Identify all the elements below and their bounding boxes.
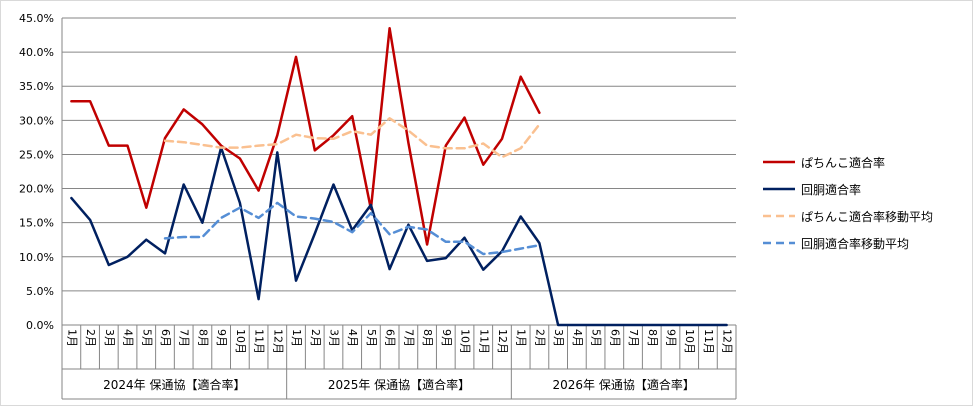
x-group-label: 2024年 保通協【適合率】 [103,377,245,392]
x-tick-label: 7月 [402,329,415,347]
x-tick-label: 12月 [271,329,284,354]
y-tick-label: 15.0% [19,217,54,230]
x-tick-label: 4月 [346,329,359,347]
legend-label: ぱちんこ適合率移動平均 [801,209,933,224]
y-tick-label: 40.0% [19,46,54,59]
x-tick-label: 7月 [627,329,640,347]
x-tick-label: 10月 [234,329,247,354]
x-tick-label: 2月 [309,329,322,347]
y-tick-label: 45.0% [19,12,54,25]
series-lines [70,26,728,327]
x-tick-label: 3月 [327,329,340,347]
x-tick-label: 1月 [515,329,528,347]
series-line-1 [70,26,541,246]
x-tick-label: 10月 [683,329,696,354]
x-tick-label: 11月 [477,329,490,354]
x-group-label: 2025年 保通協【適合率】 [328,377,470,392]
x-tick-label: 4月 [122,329,135,347]
x-tick-label: 11月 [702,329,715,354]
y-axis: 0.0% 5.0% 10.0% 15.0% 20.0% 25.0% 30.0% 35.0% 40… [19,12,63,332]
x-tick-label: 8月 [196,329,209,347]
y-tick-label: 25.0% [19,148,54,161]
x-tick-label: 5月 [590,329,603,347]
x-tick-label: 8月 [421,329,434,347]
x-group-label: 2026年 保通協【適合率】 [552,377,694,392]
x-axis: 1月 2月 3月 4月 5月 6月 7月 8月 9月 10月 11月 12月 1月 2月 3月 4月 5月 6月 7… [61,325,737,400]
x-tick-label: 6月 [384,329,397,347]
series-line-3 [163,117,541,159]
x-tick-label: 5月 [140,329,153,347]
legend-label: 回胴適合率 [801,182,861,197]
x-tick-label: 12月 [496,329,509,354]
x-tick-label: 1月 [65,329,78,347]
x-tick-label: 2月 [84,329,97,347]
series-line-4 [163,201,541,256]
y-tick-label: 10.0% [19,251,54,264]
y-tick-label: 35.0% [19,80,54,93]
x-tick-label: 2月 [533,329,546,347]
x-tick-label: 1月 [290,329,303,347]
x-tick-label: 4月 [571,329,584,347]
x-tick-label: 10月 [459,329,472,354]
x-tick-label: 11月 [253,329,266,354]
x-tick-label: 5月 [365,329,378,347]
legend-label: 回胴適合率移動平均 [801,236,909,251]
x-tick-label: 6月 [159,329,172,347]
series-line-2 [70,146,728,327]
gridlines [62,17,736,326]
x-tick-label: 8月 [646,329,659,347]
x-tick-label: 3月 [552,329,565,347]
x-tick-label: 12月 [721,329,734,354]
x-tick-label: 7月 [178,329,191,347]
x-tick-label: 9月 [440,329,453,347]
legend-label: ぱちんこ適合率 [801,155,885,170]
y-tick-label: 30.0% [19,114,54,127]
x-tick-label: 3月 [103,329,116,347]
x-tick-label: 6月 [608,329,621,347]
y-tick-label: 0.0% [26,319,54,332]
x-tick-label: 9月 [664,329,677,347]
y-tick-label: 5.0% [26,285,54,298]
y-tick-label: 20.0% [19,183,54,196]
x-tick-label: 9月 [215,329,228,347]
